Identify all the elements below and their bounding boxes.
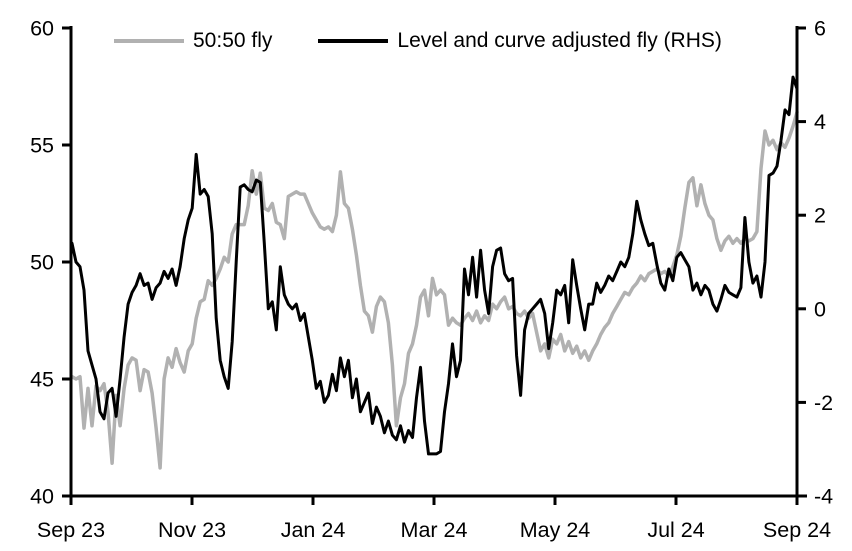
right-axis-tick-label: 0 xyxy=(814,297,826,321)
left-axis-tick-label: 55 xyxy=(30,134,54,158)
x-axis-tick-label: Jan 24 xyxy=(281,518,346,542)
x-axis-tick-label: Nov 23 xyxy=(158,518,226,542)
right-axis-tick-label: 4 xyxy=(814,110,826,134)
right-axis-tick-label: 2 xyxy=(814,204,826,228)
right-axis-tick-label: 6 xyxy=(814,17,826,41)
right-axis-tick-label: -2 xyxy=(814,391,833,415)
legend-label: 50:50 fly xyxy=(193,29,273,52)
legend-label: Level and curve adjusted fly (RHS) xyxy=(397,29,722,52)
series-line-0 xyxy=(70,110,799,470)
x-axis-tick-label: Sep 24 xyxy=(763,518,831,542)
x-axis-tick-label: Jul 24 xyxy=(647,518,704,542)
left-axis-tick-label: 45 xyxy=(30,368,54,392)
legend-swatch-line xyxy=(114,38,184,43)
x-axis-tick-label: Mar 24 xyxy=(401,518,468,542)
x-axis-tick-label: May 24 xyxy=(520,518,591,542)
left-axis-tick-label: 50 xyxy=(30,251,54,275)
legend-item-1: Level and curve adjusted fly (RHS) xyxy=(318,30,722,51)
left-axis-tick-label: 40 xyxy=(30,485,54,509)
legend-item-0: 50:50 fly xyxy=(114,30,272,51)
right-axis-tick-label: -4 xyxy=(814,485,833,509)
legend-swatch-line xyxy=(318,38,389,43)
series-line-1 xyxy=(70,75,799,456)
left-axis-tick-label: 60 xyxy=(30,17,54,41)
x-axis-tick-label: Sep 23 xyxy=(37,518,105,542)
legend: 50:50 fly Level and curve adjusted fly (R… xyxy=(114,30,722,51)
